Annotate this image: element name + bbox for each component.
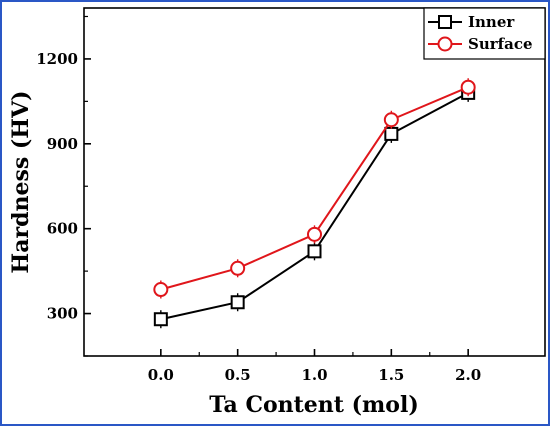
series-line-inner — [160, 91, 469, 321]
axes-box — [83, 7, 546, 357]
series-layer — [153, 78, 476, 329]
legend-marker — [437, 36, 453, 52]
data-point-inner — [307, 244, 322, 259]
legend-label: Surface — [468, 35, 533, 53]
legend: Inner Surface — [423, 7, 546, 60]
series-surface — [153, 78, 476, 299]
series-inner — [153, 83, 476, 329]
legend-label: Inner — [468, 13, 515, 31]
y-tick-label: 600 — [47, 220, 78, 238]
data-point-inner — [153, 312, 168, 327]
x-tick-label: 1.0 — [301, 366, 327, 384]
y-axis: 300 600 900 1200 — [36, 15, 91, 357]
data-point-surface — [307, 226, 322, 242]
x-tick-label: 0.5 — [225, 366, 251, 384]
y-tick-label: 1200 — [36, 50, 78, 68]
x-axis: 0.0 0.5 1.0 1.5 2.0 — [148, 349, 481, 384]
y-tick-label: 300 — [47, 305, 78, 323]
y-tick-label: 900 — [47, 135, 78, 153]
data-point-surface — [153, 282, 169, 298]
x-axis-title: Ta Content (mol) — [209, 392, 418, 418]
legend-entry-surface: Surface — [428, 35, 533, 53]
x-tick-label: 2.0 — [455, 366, 481, 384]
y-axis-title: Hardness (HV) — [8, 90, 34, 273]
plot-area — [83, 7, 546, 357]
legend-marker — [438, 15, 452, 29]
legend-entry-inner: Inner — [428, 13, 515, 31]
data-point-surface — [383, 112, 399, 128]
data-point-surface — [460, 79, 476, 95]
x-tick-label: 1.5 — [378, 366, 404, 384]
x-tick-label: 0.0 — [148, 366, 174, 384]
data-point-surface — [230, 260, 246, 276]
data-point-inner — [230, 295, 245, 310]
data-point-inner — [384, 126, 399, 141]
